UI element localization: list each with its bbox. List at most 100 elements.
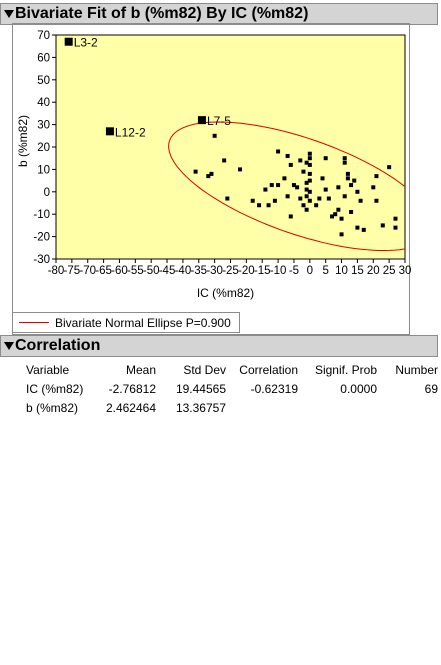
collapse-triangle-icon[interactable] — [4, 342, 14, 350]
x-tick-label: -15 — [254, 265, 271, 277]
data-point — [307, 162, 312, 167]
x-tick-label: -45 — [159, 265, 176, 277]
header-variable: Variable — [26, 362, 70, 377]
data-point — [276, 183, 281, 188]
data-point — [330, 214, 335, 219]
data-point — [285, 194, 290, 199]
data-point — [269, 183, 274, 188]
data-point — [291, 183, 296, 188]
correlation-table: Variable Mean Std Dev Correlation Signif… — [26, 360, 438, 417]
data-point — [272, 198, 277, 203]
y-tick-label: 50 — [37, 75, 50, 87]
density-ellipse — [168, 121, 405, 251]
y-tick-label: -30 — [33, 254, 50, 266]
header-correlation: Correlation — [239, 362, 298, 377]
x-tick-label: -30 — [206, 265, 223, 277]
x-tick-label: -70 — [79, 265, 96, 277]
data-point — [225, 196, 230, 201]
x-tick-label: 25 — [383, 265, 396, 277]
table-row: IC (%m82) -2.76812 19.44565 -0.62319 0.0… — [26, 379, 438, 398]
data-point — [387, 165, 392, 170]
data-point — [288, 214, 293, 219]
cell-number — [377, 398, 438, 417]
x-tick-label: -80 — [48, 265, 65, 277]
data-point — [342, 194, 347, 199]
y-tick-label: 70 — [37, 30, 50, 42]
x-tick-label: -25 — [222, 265, 239, 277]
cell-mean: -2.76812 — [108, 381, 156, 396]
y-tick-label: 20 — [37, 142, 50, 154]
x-tick-label: -10 — [270, 265, 287, 277]
x-tick-label: 20 — [367, 265, 380, 277]
x-tick-label: -75 — [64, 265, 81, 277]
data-point — [304, 160, 309, 165]
plot-frame — [12, 23, 410, 335]
data-point — [345, 176, 350, 181]
data-point — [374, 174, 379, 179]
y-tick-label: -10 — [33, 209, 50, 221]
data-point — [276, 149, 281, 154]
data-point — [336, 207, 341, 212]
point-label: L12-2 — [115, 125, 146, 139]
data-point — [307, 151, 312, 156]
data-point — [393, 225, 398, 230]
x-tick-label: -65 — [95, 265, 112, 277]
correlation-header[interactable]: Correlation — [0, 335, 438, 357]
data-point — [374, 198, 379, 203]
data-point — [352, 178, 357, 183]
y-axis-label: b (%m82) — [16, 115, 30, 167]
header-number: Number — [395, 362, 438, 377]
data-point — [339, 216, 344, 221]
data-point — [307, 178, 312, 183]
y-tick-label: 60 — [37, 52, 50, 64]
x-tick-label: -50 — [143, 265, 160, 277]
data-point — [304, 207, 309, 212]
legend: Bivariate Normal Ellipse P=0.900 — [12, 312, 240, 333]
data-point — [317, 196, 322, 201]
x-tick-label: 15 — [351, 265, 364, 277]
x-axis-label: IC (%m82) — [197, 286, 254, 300]
legend-label: Bivariate Normal Ellipse P=0.900 — [55, 316, 231, 330]
point-label: L7-5 — [207, 114, 231, 128]
data-point — [301, 203, 306, 208]
x-tick-label: 10 — [335, 265, 348, 277]
y-tick-label: 30 — [37, 120, 50, 132]
data-point — [339, 232, 344, 237]
data-point — [349, 209, 354, 214]
data-point — [342, 156, 347, 161]
data-point — [193, 169, 198, 174]
bivariate-header[interactable]: Bivariate Fit of b (%m82) By IC (%m82) — [0, 3, 438, 25]
cell-std-dev: 19.44565 — [175, 381, 226, 396]
data-point — [295, 185, 300, 190]
data-point — [333, 212, 338, 217]
cell-signif-prob — [298, 398, 377, 417]
x-tick-label: -55 — [127, 265, 144, 277]
cell-variable: IC (%m82) — [26, 381, 84, 396]
labeled-data-point — [64, 37, 73, 46]
x-tick-label: 0 — [307, 265, 313, 277]
labeled-data-point — [197, 116, 206, 125]
data-point — [257, 203, 262, 208]
scatter-chart: -80 -75 -70 -65 -60 -55 -50 -45 -40 -35 -30 -25 -20-… — [16, 30, 412, 300]
data-point — [342, 160, 347, 165]
data-point — [355, 225, 360, 230]
cell-std-dev: 13.36757 — [175, 400, 226, 415]
cell-correlation: -0.62319 — [250, 381, 298, 396]
x-tick-label: -60 — [111, 265, 128, 277]
x-tick-label: -5 — [289, 265, 299, 277]
data-point — [393, 216, 398, 221]
collapse-triangle-icon[interactable] — [4, 10, 14, 18]
x-tick-label: -35 — [190, 265, 207, 277]
legend-line-swatch — [19, 322, 49, 323]
table-row: b (%m82) 2.462464 13.36757 — [26, 398, 438, 417]
data-point — [307, 198, 312, 203]
data-point — [298, 158, 303, 163]
labeled-data-point — [105, 127, 114, 136]
data-point — [320, 176, 325, 181]
data-point — [304, 180, 309, 185]
cell-variable: b (%m82) — [26, 400, 79, 415]
x-tick-label: 30 — [399, 265, 412, 277]
y-tick-label: 40 — [37, 97, 50, 109]
cell-number: 69 — [424, 381, 438, 396]
table-header-row: Variable Mean Std Dev Correlation Signif… — [26, 360, 438, 379]
